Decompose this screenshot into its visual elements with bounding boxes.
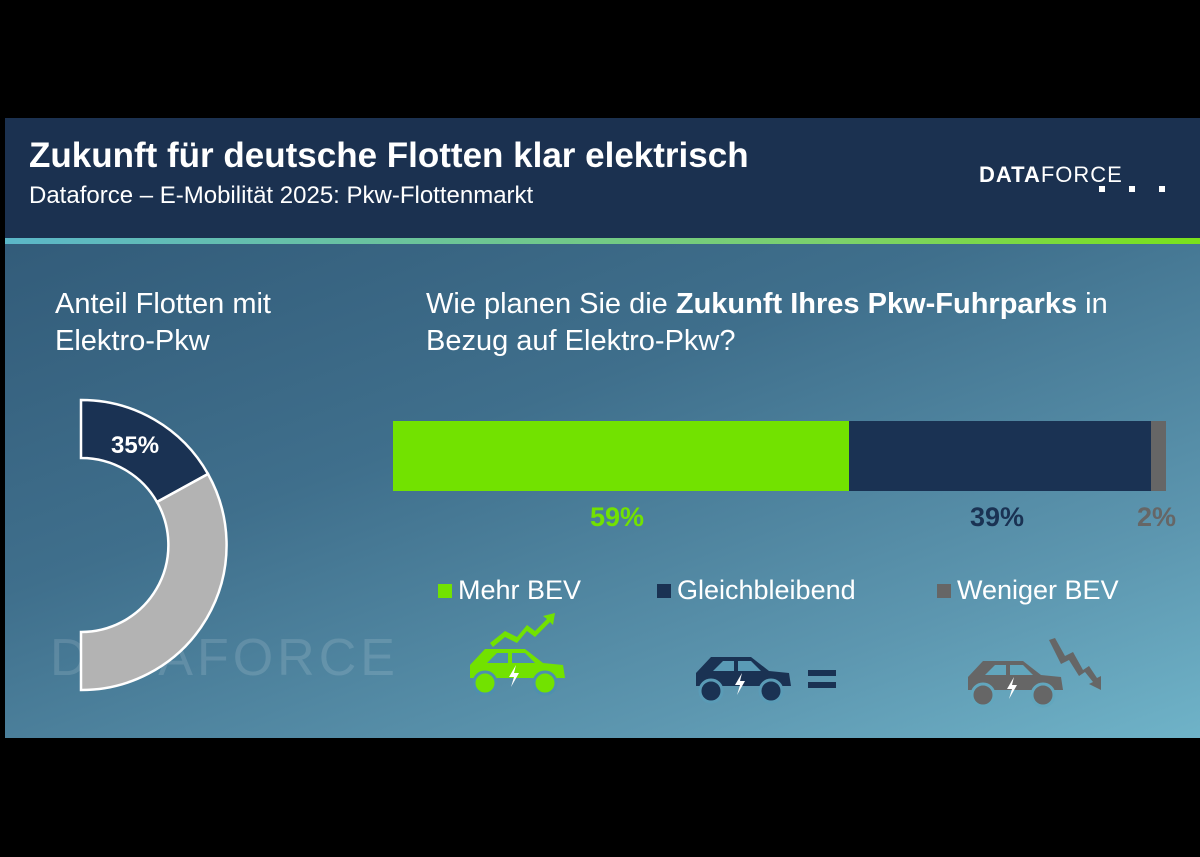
electric-car-up-arrow-icon [470,613,565,696]
logo-dot [1099,186,1105,192]
donut-title-line2: Elektro-Pkw [55,325,210,357]
header-bar: Zukunft für deutsche Flotten klar elektr… [5,118,1200,238]
dataforce-logo: DATAFORCE [979,162,1165,192]
legend-swatch [657,583,671,598]
stacked-bar [393,421,1166,491]
logo-dot [1159,186,1165,192]
bar-segment-mehr-bev [393,421,850,491]
chart-question: Wie planen Sie die Zukunft Ihres Pkw-Fuh… [426,286,1126,360]
legend-item-mehr-bev: Mehr BEV [438,575,581,606]
donut-title: Anteil Flotten mit Elektro-Pkw [55,286,271,360]
legend-item-gleichbleibend: Gleichbleibend [657,575,856,606]
legend-swatch [937,583,951,598]
page-title: Zukunft für deutsche Flotten klar elektr… [29,136,749,175]
legend-label: Gleichbleibend [677,575,856,605]
legend-swatch [438,583,452,598]
logo-dot [1129,186,1135,192]
donut-value-label: 35% [111,432,160,459]
legend-label: Mehr BEV [458,575,582,605]
page-subtitle: Dataforce – E-Mobilität 2025: Pkw-Flotte… [29,182,534,209]
value-label-gleichbleibend: 39% [970,502,1025,532]
infographic-slide: Zukunft für deutsche Flotten klar elektr… [5,118,1200,738]
accent-stripe [5,238,1200,244]
value-label-mehr-bev: 59% [590,502,645,532]
logo-bold-text: DATA [979,162,1041,187]
value-label-weniger-bev: 2% [1137,502,1177,532]
electric-car-down-arrow-icon [968,638,1101,708]
electric-car-equal-icon [696,657,836,704]
bar-segment-gleichbleibend [849,421,1151,491]
logo-light-text: FORCE [1040,162,1123,187]
legend-label: Weniger BEV [957,575,1119,605]
question-bold-text: Zukunft Ihres Pkw-Fuhrparks [675,288,1078,320]
question-text: Wie planen Sie die [426,288,676,320]
half-donut-chart [79,398,228,692]
question-text-end: in Bezug auf Elektro-Pkw? [426,288,1108,357]
donut-title-line1: Anteil Flotten mit [55,288,271,320]
legend-item-weniger-bev: Weniger BEV [937,575,1119,606]
bar-segment-weniger-bev [1150,421,1166,491]
